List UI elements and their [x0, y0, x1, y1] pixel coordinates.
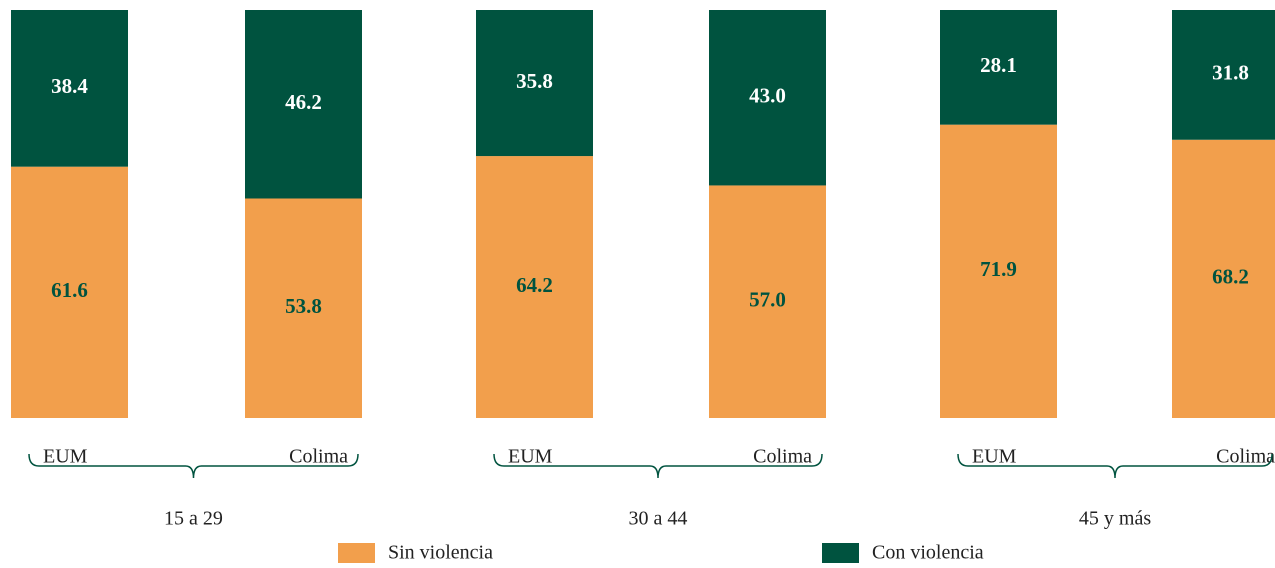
bar-segment [476, 156, 593, 418]
bar-segment [245, 198, 362, 418]
bar-segment [709, 185, 826, 418]
value-label: 38.4 [51, 74, 88, 98]
value-label: 68.2 [1212, 265, 1249, 289]
group-brace [493, 453, 823, 479]
bar-segment [709, 10, 826, 186]
group-brace [957, 453, 1273, 479]
category-label: Colima [753, 446, 812, 468]
legend-swatch [822, 543, 859, 563]
group-label: 45 y más [1079, 508, 1151, 530]
bar-segment [1172, 10, 1275, 140]
group-brace [28, 453, 359, 479]
category-label: Colima [1216, 446, 1275, 468]
group-label: 30 a 44 [629, 508, 688, 530]
bar-segment [245, 10, 362, 199]
value-label: 64.2 [516, 273, 553, 297]
bar-segment [940, 10, 1057, 125]
category-label: EUM [972, 446, 1017, 468]
category-label: EUM [43, 446, 88, 468]
bar-segment [11, 10, 128, 167]
value-label: 61.6 [51, 278, 88, 302]
value-label: 53.8 [285, 294, 322, 318]
bar-segment [940, 124, 1057, 418]
legend-swatch [338, 543, 375, 563]
bar-segment [11, 166, 128, 418]
value-label: 57.0 [749, 288, 786, 312]
value-label: 46.2 [285, 90, 322, 114]
value-label: 31.8 [1212, 61, 1249, 85]
value-label: 35.8 [516, 69, 553, 93]
bar-segment [476, 10, 593, 157]
value-label: 71.9 [980, 257, 1017, 281]
category-label: EUM [508, 446, 553, 468]
group-label: 15 a 29 [164, 508, 223, 530]
value-label: 28.1 [980, 53, 1017, 77]
value-label: 43.0 [749, 84, 786, 108]
bar-segment [1172, 139, 1275, 418]
category-label: Colima [289, 446, 348, 468]
legend-label: Sin violencia [388, 542, 493, 564]
legend-label: Con violencia [872, 542, 984, 564]
